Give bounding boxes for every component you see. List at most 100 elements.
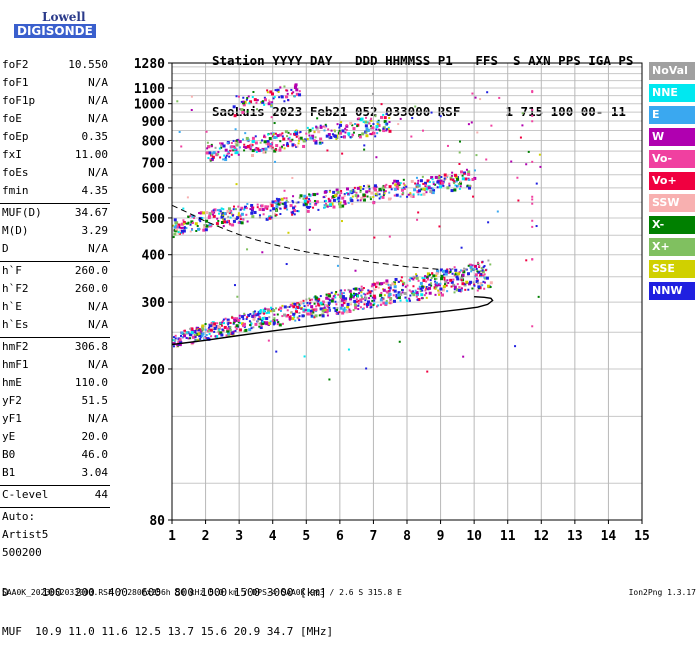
echo-point [238,220,242,224]
echo-point [237,214,240,217]
param-value: 306.8 [74,340,108,353]
echo-point [344,131,347,134]
echo-point [424,275,427,278]
echo-point [226,318,230,322]
echo-point [241,322,245,326]
echo-point [177,223,181,227]
echo-point [387,286,390,289]
file-info-footer: SAA0K_2023052033000.RSF / 280fx256h 50 k… [2,588,402,597]
echo-point [341,196,345,200]
echo-point [314,295,317,298]
echo-point [311,127,314,130]
echo-point [472,281,475,284]
echo-point [479,270,482,273]
echo-point [338,194,341,197]
echo-point [479,98,482,101]
echo-point [349,121,353,125]
echo-point [227,215,230,218]
echo-point [255,314,258,317]
param-value: N/A [88,318,108,331]
echo-point [279,198,282,201]
echo-point [482,280,485,283]
echo-point [180,222,184,226]
echo-point [472,268,475,271]
echo-point [446,174,449,177]
echo-point [283,147,286,150]
echo-point [483,276,486,279]
echo-point [243,330,246,333]
echo-point [451,268,454,271]
echo-point [333,130,336,133]
echo-point [289,133,292,136]
echo-point [391,182,394,185]
echo-point [317,298,321,302]
echo-point [377,119,380,122]
echo-point [223,218,226,221]
echo-point [298,319,301,322]
echo-point [457,272,461,276]
echo-point [291,212,294,215]
param-value: 51.5 [81,394,109,407]
echo-point [313,302,316,305]
echo-point [411,290,414,293]
legend-item-e: E [649,106,695,124]
echo-point [454,184,457,187]
echo-point [365,134,369,138]
echo-point [345,124,348,127]
echo-point [456,277,460,281]
echo-point [446,279,449,282]
echo-point [243,314,246,317]
echo-point [304,202,308,206]
echo-point [260,324,263,327]
echo-point [278,198,281,201]
echo-point [275,307,278,310]
echo-point [428,283,431,286]
echo-point [219,156,222,159]
y-tick-label: 400 [142,249,166,264]
echo-point [277,202,281,206]
echo-point [270,92,274,96]
echo-point [234,218,237,221]
echo-point [489,285,492,288]
echo-point [429,279,432,282]
echo-point [341,295,345,299]
echo-point [285,314,289,318]
echo-point [316,117,319,120]
echo-point [246,248,249,251]
echo-point [430,176,434,180]
echo-point [328,199,332,203]
echo-point [195,229,198,232]
echo-point [412,275,415,278]
echo-point [419,179,423,183]
echo-point [284,130,288,134]
echo-point [382,184,385,187]
echo-point [174,221,178,225]
echo-point [178,232,181,235]
echo-point [255,150,258,153]
echo-point [486,91,489,94]
echo-point [319,137,323,141]
echo-point [377,123,381,127]
echo-point [244,145,248,149]
echo-point [214,335,217,338]
x-tick-label: 15 [634,529,650,544]
echo-point [420,188,423,191]
echo-point [443,278,446,281]
echo-point [362,287,365,290]
echo-point [246,144,250,148]
echo-point [276,202,279,205]
echo-point [372,201,376,205]
echo-point [294,310,298,314]
y-tick-label: 1280 [134,57,165,72]
echo-point [323,195,326,198]
echo-point [296,210,299,213]
echo-point [230,145,234,149]
echo-point [258,214,261,217]
echo-point [227,152,230,155]
param-value: 4.35 [81,184,109,197]
echo-point [241,110,245,114]
echo-point [376,132,379,135]
echo-point [384,186,387,189]
echo-point [426,278,429,281]
echo-point [347,201,350,204]
